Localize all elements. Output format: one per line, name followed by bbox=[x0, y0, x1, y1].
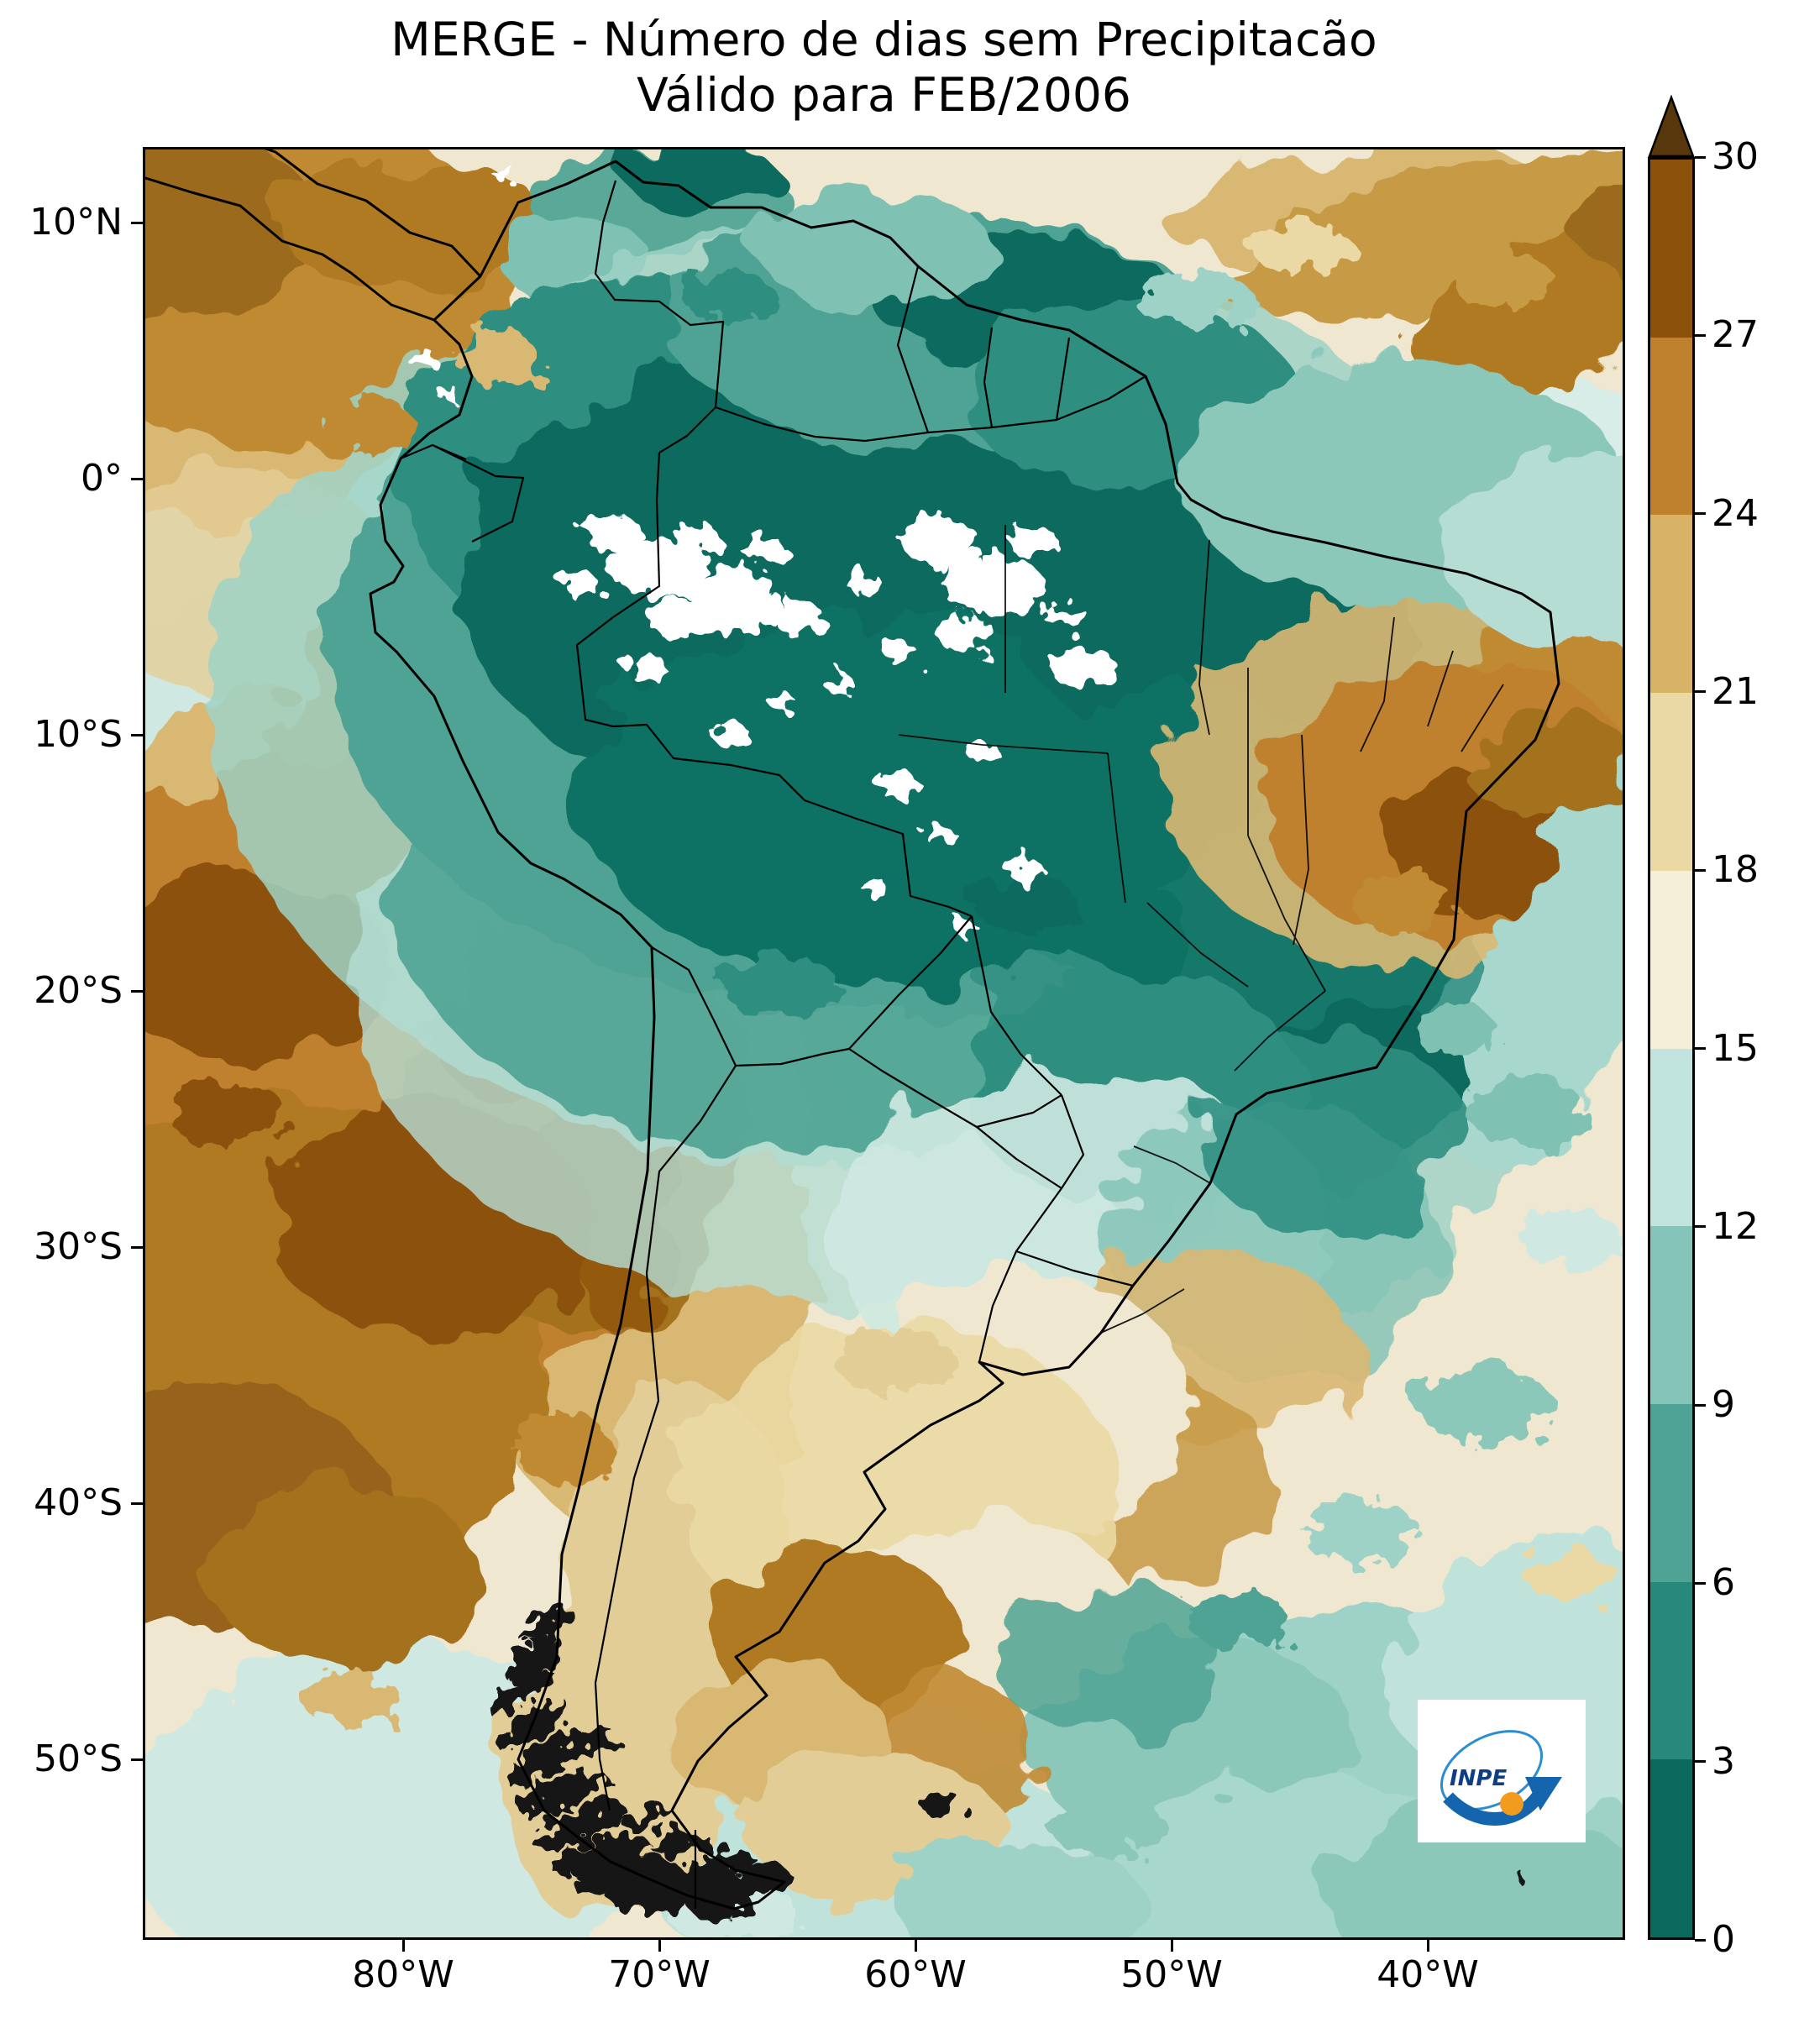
chart-subtitle: Válido para FEB/2006 bbox=[637, 68, 1131, 122]
colorbar-segment bbox=[1650, 693, 1692, 871]
y-tick-label: 0° bbox=[81, 457, 123, 500]
central-america-coastline bbox=[143, 176, 435, 322]
y-tick-label: 50°S bbox=[34, 1737, 123, 1780]
colorbar-tick-label: 9 bbox=[1712, 1383, 1735, 1427]
colorbar-tick-mark bbox=[1695, 1403, 1706, 1407]
colorbar-tick-mark bbox=[1695, 333, 1706, 337]
inpe-swoosh-icon bbox=[1443, 1790, 1544, 1826]
colorbar bbox=[1648, 157, 1695, 1940]
field-detail-blobs bbox=[168, 223, 1625, 1940]
y-tick-label: 20°S bbox=[34, 969, 123, 1012]
y-tick-label: 40°S bbox=[34, 1481, 123, 1524]
fjords-and-islands bbox=[489, 1606, 1525, 1920]
colorbar-tick-mark bbox=[1695, 512, 1706, 516]
colorbar-segment bbox=[1650, 160, 1692, 338]
y-tick-label: 10°S bbox=[34, 713, 123, 756]
south-america-coastline bbox=[369, 160, 1560, 1910]
x-tick-mark bbox=[402, 1940, 405, 1952]
y-tick-mark bbox=[131, 1246, 143, 1249]
x-tick-label: 70°W bbox=[608, 1953, 711, 1996]
y-tick-label: 30°S bbox=[34, 1225, 123, 1268]
x-tick-label: 50°W bbox=[1120, 1953, 1223, 1996]
colorbar-segment bbox=[1650, 1226, 1692, 1404]
x-tick-label: 40°W bbox=[1377, 1953, 1479, 1996]
colorbar-segment bbox=[1650, 1581, 1692, 1760]
colorbar-tick-label: 27 bbox=[1712, 313, 1759, 357]
inpe-logo: INPE bbox=[1418, 1700, 1586, 1842]
colorbar-tick-mark bbox=[1695, 690, 1706, 694]
colorbar-segment bbox=[1650, 337, 1692, 516]
colorbar-tick-label: 21 bbox=[1712, 669, 1759, 713]
colorbar-tick-label: 6 bbox=[1712, 1561, 1735, 1605]
colorbar-tick-label: 18 bbox=[1712, 848, 1759, 892]
colorbar-tick-label: 0 bbox=[1712, 1918, 1735, 1961]
x-tick-mark bbox=[658, 1940, 661, 1952]
country-borders bbox=[400, 180, 1146, 1909]
colorbar-tick-mark bbox=[1695, 868, 1706, 872]
x-tick-mark bbox=[915, 1940, 917, 1952]
state-borders bbox=[898, 525, 1504, 1334]
colorbar-over-arrow bbox=[1648, 95, 1695, 158]
x-tick-mark bbox=[1427, 1940, 1429, 1952]
inpe-logo-graphic: INPE bbox=[1440, 1730, 1562, 1826]
colorbar-tick-mark bbox=[1695, 1225, 1706, 1229]
colorbar-segment bbox=[1650, 1403, 1692, 1582]
colorbar-segment bbox=[1650, 870, 1692, 1049]
y-tick-mark bbox=[131, 990, 143, 993]
colorbar-tick-mark bbox=[1695, 1047, 1706, 1050]
colorbar-tick-label: 15 bbox=[1712, 1026, 1759, 1070]
colorbar-tick-label: 12 bbox=[1712, 1204, 1759, 1248]
inpe-logo-text: INPE bbox=[1450, 1766, 1507, 1791]
colorbar-tick-label: 30 bbox=[1712, 135, 1759, 178]
y-tick-mark bbox=[131, 222, 143, 224]
south-america-map bbox=[143, 147, 1625, 1940]
x-tick-label: 60°W bbox=[864, 1953, 967, 1996]
colorbar-segment bbox=[1650, 515, 1692, 694]
colorbar-segment bbox=[1650, 1048, 1692, 1227]
colorbar-tick-label: 3 bbox=[1712, 1739, 1735, 1783]
colorbar-tick-mark bbox=[1695, 155, 1706, 159]
y-tick-mark bbox=[131, 1502, 143, 1505]
colorbar-tick-mark bbox=[1695, 1938, 1706, 1942]
no-data-patches bbox=[405, 165, 1117, 936]
central-america-coastline-2 bbox=[260, 147, 482, 278]
y-tick-mark bbox=[131, 734, 143, 736]
colorbar-tick-mark bbox=[1695, 1760, 1706, 1764]
x-tick-mark bbox=[1171, 1940, 1173, 1952]
colorbar-segment bbox=[1650, 1759, 1692, 1938]
inpe-arrowhead-icon bbox=[1525, 1777, 1562, 1811]
map-canvas bbox=[143, 147, 1625, 1940]
coastline-borders bbox=[143, 147, 1560, 1910]
chart-title: MERGE - Número de dias sem Precipitacão bbox=[391, 13, 1377, 66]
y-tick-mark bbox=[131, 478, 143, 480]
colorbar-tick-mark bbox=[1695, 1581, 1706, 1585]
inpe-ball-icon bbox=[1500, 1792, 1523, 1816]
plot-frame bbox=[143, 147, 1625, 1940]
colorbar-tick-label: 24 bbox=[1712, 491, 1759, 535]
y-tick-mark bbox=[131, 1758, 143, 1761]
precipitation-field bbox=[143, 147, 1625, 1940]
x-tick-label: 80°W bbox=[352, 1953, 454, 1996]
y-tick-label: 10°N bbox=[29, 201, 123, 244]
